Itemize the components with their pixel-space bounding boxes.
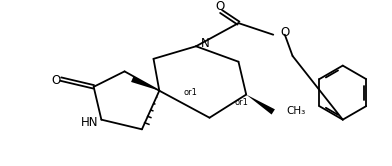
- Text: HN: HN: [81, 116, 98, 129]
- Text: CH₃: CH₃: [287, 106, 306, 116]
- Polygon shape: [131, 76, 159, 91]
- Text: or1: or1: [183, 88, 197, 97]
- Text: O: O: [216, 0, 225, 13]
- Polygon shape: [246, 95, 275, 115]
- Text: N: N: [201, 37, 210, 50]
- Text: or1: or1: [235, 98, 249, 107]
- Text: O: O: [280, 26, 289, 39]
- Text: O: O: [51, 74, 61, 87]
